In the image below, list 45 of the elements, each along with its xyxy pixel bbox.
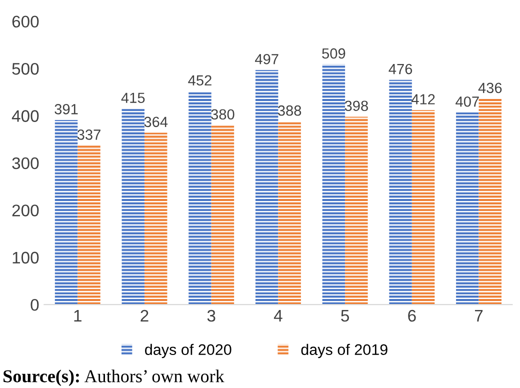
- legend-label: days of 2020: [145, 344, 232, 358]
- bar: [456, 112, 479, 305]
- x-tick-label: 3: [207, 310, 216, 322]
- data-label: 380: [211, 109, 234, 120]
- x-tick-label: 1: [74, 310, 82, 322]
- data-label: 476: [388, 64, 412, 74]
- bar: [322, 64, 346, 305]
- bar: [389, 80, 412, 305]
- legend-label: days of 2019: [301, 344, 388, 358]
- data-label: 398: [344, 100, 368, 112]
- data-label: 407: [456, 96, 479, 107]
- bar: [54, 120, 78, 305]
- data-label: 509: [322, 48, 346, 59]
- bar: [255, 70, 278, 305]
- data-label: 452: [188, 75, 212, 86]
- data-label: 436: [478, 82, 502, 94]
- bar: [144, 132, 168, 305]
- data-label: 412: [411, 94, 435, 104]
- y-tick-label: 100: [12, 252, 39, 264]
- y-tick-label: 300: [12, 157, 39, 170]
- data-label: 497: [255, 54, 278, 64]
- x-tick-label: 5: [341, 310, 349, 322]
- x-tick-label: 7: [474, 310, 483, 322]
- bar: [478, 98, 502, 305]
- data-label: 337: [77, 130, 100, 140]
- y-tick-label: 600: [12, 16, 39, 28]
- y-tick-label: 400: [12, 110, 39, 122]
- bar: [345, 116, 368, 305]
- data-label: 391: [54, 104, 78, 114]
- x-tick-label: 4: [274, 310, 282, 322]
- x-tick-label: 6: [408, 310, 416, 322]
- bar: [78, 145, 100, 305]
- source-note: Source(s): Authors’ own work: [4, 370, 224, 386]
- bar: [122, 108, 144, 305]
- data-label: 388: [278, 105, 302, 116]
- y-tick-label: 200: [12, 204, 39, 216]
- data-label: 415: [121, 92, 145, 104]
- y-tick-label: 0: [30, 298, 39, 311]
- bar: [211, 125, 234, 305]
- bar: [188, 91, 212, 305]
- bar: [278, 121, 301, 305]
- y-tick-label: 500: [12, 62, 39, 75]
- data-label: 364: [144, 116, 168, 128]
- x-tick-label: 2: [140, 310, 148, 322]
- bar: [412, 110, 435, 305]
